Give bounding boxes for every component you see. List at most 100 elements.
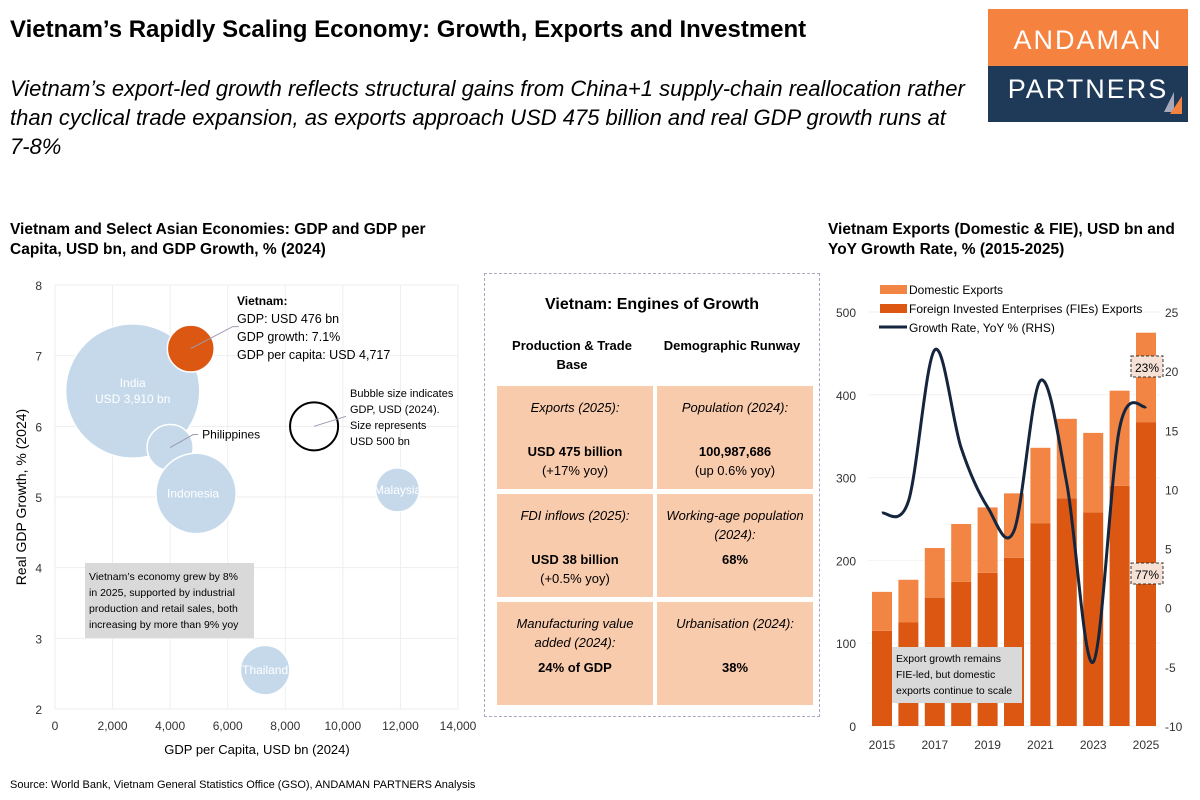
y2-tick-label: -5 bbox=[1165, 661, 1176, 675]
bar-domestic-exports bbox=[924, 547, 945, 598]
x-tick-label: 14,000 bbox=[440, 719, 477, 733]
growth-rate-line bbox=[881, 347, 1147, 664]
leader-line bbox=[190, 326, 239, 350]
bubble-malaysia bbox=[374, 467, 421, 513]
bar-fie-exports bbox=[1030, 523, 1051, 726]
x-tick-label: 12,000 bbox=[382, 719, 419, 733]
y2-tick-label: 10 bbox=[1165, 483, 1179, 497]
engine-cell-note: (+17% yoy) bbox=[541, 463, 609, 478]
y-tick-label: 5 bbox=[35, 491, 42, 505]
annotation-text: Export growth remains bbox=[896, 653, 1001, 665]
annotation-text: production and retail sales, both bbox=[89, 603, 238, 615]
annotation-text: increasing by more than 9% yoy bbox=[89, 619, 239, 631]
engine-cell-value: USD 38 billion bbox=[531, 552, 619, 567]
x-tick-label: 8,000 bbox=[270, 719, 300, 733]
vietnam-callout-line: GDP per capita: USD 4,717 bbox=[237, 348, 390, 362]
reference-bubble-note: Size represents bbox=[350, 420, 427, 432]
bar-fie-exports bbox=[872, 630, 892, 726]
vietnam-callout-heading: Vietnam: bbox=[237, 294, 287, 308]
andaman-partners-logo: ANDAMAN PARTNERS bbox=[988, 9, 1188, 122]
bar-domestic-exports bbox=[1030, 447, 1051, 524]
x-tick-label: 2,000 bbox=[98, 719, 128, 733]
x-tick-label: 2019 bbox=[974, 738, 1001, 752]
column-header-demographic: Demographic Runway bbox=[663, 338, 801, 353]
engine-cell-value: 38% bbox=[721, 660, 749, 675]
reference-bubble bbox=[289, 401, 340, 452]
x-tick-label: 2025 bbox=[1133, 738, 1160, 752]
engine-cell-value: USD 475 billion bbox=[527, 444, 623, 459]
engine-cell-value: 100,987,686 bbox=[698, 444, 772, 459]
leader-line bbox=[169, 434, 199, 448]
x-tick-label: 2015 bbox=[869, 738, 896, 752]
bar-domestic-exports bbox=[1083, 432, 1104, 513]
annotation-text: FIE-led, but domestic bbox=[896, 669, 995, 681]
y2-tick-label: 20 bbox=[1165, 365, 1179, 379]
bubble-sublabel: USD 3,910 bn bbox=[95, 392, 170, 406]
bar-domestic-exports bbox=[898, 579, 919, 623]
sail-icon bbox=[1164, 92, 1182, 114]
legend-label: Domestic Exports bbox=[909, 283, 1003, 297]
x-axis-label: GDP per Capita, USD bn (2024) bbox=[164, 742, 349, 757]
logo-line1: ANDAMAN bbox=[988, 9, 1188, 66]
bubble-thailand bbox=[239, 644, 291, 696]
y-tick-label: 2 bbox=[35, 703, 42, 717]
vietnam-callout-line: GDP growth: 7.1% bbox=[237, 330, 340, 344]
bubble-label: India bbox=[120, 376, 146, 390]
reference-bubble-note: USD 500 bn bbox=[350, 436, 410, 448]
y2-tick-label: 0 bbox=[1165, 602, 1172, 616]
y2-tick-label: 25 bbox=[1165, 306, 1179, 320]
engine-cell-value: 68% bbox=[721, 552, 749, 567]
bubble-vietnam bbox=[166, 324, 215, 373]
engine-cell: FDI inflows (2025): USD 38 billion (+0.5% … bbox=[497, 494, 653, 597]
y2-tick-label: 15 bbox=[1165, 424, 1179, 438]
engine-cell-note: (+0.5% yoy) bbox=[540, 571, 610, 586]
y-tick-label: 300 bbox=[836, 472, 856, 486]
bar-domestic-exports bbox=[977, 507, 998, 573]
y-tick-label: 4 bbox=[35, 562, 42, 576]
engine-cell-value: 24% of GDP bbox=[538, 660, 612, 675]
y-tick-label: 500 bbox=[836, 306, 856, 320]
bubble-label: Philippines bbox=[202, 428, 260, 442]
x-tick-label: 4,000 bbox=[155, 719, 185, 733]
x-tick-label: 2023 bbox=[1080, 738, 1107, 752]
column-header-production: Production & Trade Base bbox=[512, 338, 632, 372]
engine-cell: Population (2024): 100,987,686 (up 0.6% yo… bbox=[657, 386, 813, 489]
y-tick-label: 200 bbox=[836, 554, 856, 568]
engine-cell: Urbanisation (2024): 38% bbox=[657, 602, 813, 705]
bar-fie-exports bbox=[1109, 485, 1130, 726]
share-box-domestic bbox=[1130, 355, 1164, 378]
engine-cell-label: Manufacturing value added (2024): bbox=[516, 616, 634, 650]
page-title: Vietnam’s Rapidly Scaling Economy: Growt… bbox=[10, 16, 807, 43]
page-subtitle: Vietnam’s export-led growth reflects str… bbox=[10, 76, 965, 159]
bar-domestic-exports bbox=[1056, 418, 1077, 499]
y-tick-label: 6 bbox=[35, 420, 42, 434]
leader-line bbox=[313, 415, 347, 427]
engine-cell: Manufacturing value added (2024): 24% of … bbox=[497, 602, 653, 705]
bubble-chart: 2 3 4 5 6 7 8 0 2,000 4,000 6,000 8,000 10,000 12,000… bbox=[13, 279, 477, 757]
x-tick-label: 2017 bbox=[921, 738, 948, 752]
y-axis-label: Real GDP Growth, % (2024) bbox=[13, 409, 29, 585]
y-tick-label: 8 bbox=[35, 279, 42, 293]
exports-chart-title: Vietnam Exports (Domestic & FIE), USD bn… bbox=[828, 221, 1175, 258]
bubble-label: Malaysia bbox=[374, 483, 422, 497]
y-tick-label: 0 bbox=[849, 720, 856, 734]
legend-swatch-domestic bbox=[880, 285, 907, 294]
bar-fie-exports bbox=[1056, 498, 1077, 726]
bubble-indonesia bbox=[155, 452, 237, 535]
engines-of-growth-panel: Vietnam: Engines of Growth Production & … bbox=[484, 273, 820, 717]
legend-swatch-fie bbox=[880, 304, 907, 313]
x-tick-label: 6,000 bbox=[213, 719, 243, 733]
engine-cell: Exports (2025): USD 475 billion (+17% yoy) bbox=[497, 386, 653, 489]
x-tick-label: 0 bbox=[52, 719, 59, 733]
engine-cell: Working-age population (2024): 68% bbox=[657, 494, 813, 597]
annotation-box bbox=[85, 563, 254, 638]
bar-fie-exports bbox=[1083, 512, 1104, 726]
x-tick-label: 2021 bbox=[1027, 738, 1054, 752]
y-tick-label: 100 bbox=[836, 637, 856, 651]
engine-cell-label: FDI inflows (2025): bbox=[520, 508, 630, 523]
engine-cell-note: (up 0.6% yoy) bbox=[694, 463, 776, 478]
legend-label: Foreign Invested Enterprises (FIEs) Expo… bbox=[909, 302, 1142, 316]
bar-domestic-exports bbox=[951, 523, 972, 582]
engine-cell-label: Population (2024): bbox=[681, 400, 789, 415]
share-box-fie bbox=[1130, 562, 1164, 585]
